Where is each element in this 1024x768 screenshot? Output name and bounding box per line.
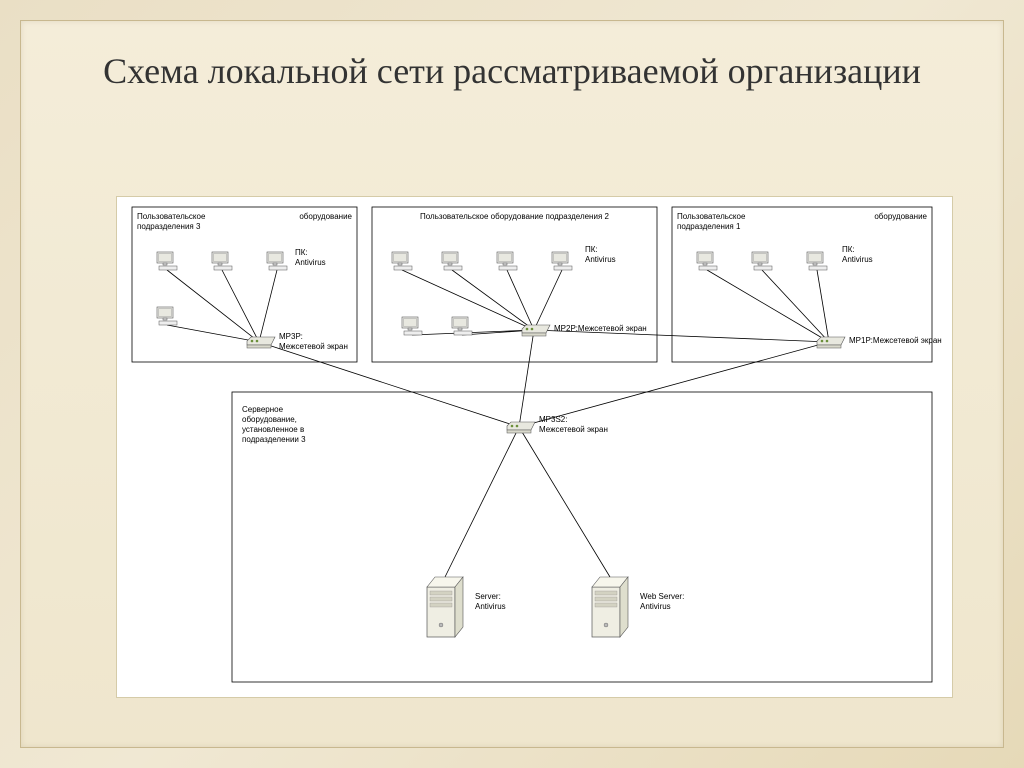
group-title: Серверноеоборудование,установленное впод… xyxy=(242,405,306,444)
group-title-left: Пользовательскоеподразделения 1 xyxy=(677,212,746,231)
router-label: МР1Р:Межсетевой экран xyxy=(849,336,942,345)
router-label: МР3Р:Межсетевой экран xyxy=(279,332,348,351)
edge xyxy=(259,342,519,427)
pc-icon xyxy=(442,252,462,270)
pc-icon xyxy=(402,317,422,335)
edge xyxy=(445,427,519,577)
group-title-right: оборудование xyxy=(299,212,352,221)
edge xyxy=(519,330,534,427)
slide-background: Схема локальной сети рассматриваемой орг… xyxy=(0,0,1024,768)
router-label: МР2Р:Межсетевой экран xyxy=(554,324,647,333)
group-title-right: оборудование xyxy=(874,212,927,221)
pc-icon xyxy=(807,252,827,270)
edge xyxy=(222,270,259,342)
pc-icon xyxy=(452,317,472,335)
edge xyxy=(519,427,610,577)
edge xyxy=(507,270,534,330)
pc-icon xyxy=(552,252,572,270)
pc-icon xyxy=(212,252,232,270)
pc-label: ПК:Antivirus xyxy=(842,245,873,264)
pcs xyxy=(157,252,827,335)
edge xyxy=(707,270,829,342)
servers xyxy=(427,577,628,637)
server-label: Server:Antivirus xyxy=(475,592,506,611)
edge xyxy=(259,270,277,342)
pc-icon xyxy=(697,252,717,270)
group-box-servers xyxy=(232,392,932,682)
pc-icon xyxy=(392,252,412,270)
edge xyxy=(167,270,259,342)
pc-icon xyxy=(267,252,287,270)
edge xyxy=(534,270,562,330)
router-icon xyxy=(507,422,535,433)
server-label: Web Server:Antivirus xyxy=(640,592,684,611)
group-title: Пользовательское оборудование подразделе… xyxy=(420,212,609,221)
network-diagram: Пользовательскоеподразделения 3 оборудова… xyxy=(116,196,953,698)
pc-label: ПК:Antivirus xyxy=(585,245,616,264)
router-icon xyxy=(522,325,550,336)
pc-icon xyxy=(752,252,772,270)
router-icon xyxy=(817,337,845,348)
server-icon xyxy=(592,577,628,637)
group-title-left: Пользовательскоеподразделения 3 xyxy=(137,212,206,231)
network-diagram-svg: Пользовательскоеподразделения 3 оборудова… xyxy=(117,197,952,697)
slide-panel: Схема локальной сети рассматриваемой орг… xyxy=(20,20,1004,748)
server-icon xyxy=(427,577,463,637)
pc-icon xyxy=(497,252,517,270)
router-label: МР3S2:Межсетевой экран xyxy=(539,415,608,434)
router-icon xyxy=(247,337,275,348)
slide-title: Схема локальной сети рассматриваемой орг… xyxy=(21,49,1003,94)
edge xyxy=(167,325,259,342)
group-box-dept2 xyxy=(372,207,657,362)
pc-icon xyxy=(157,252,177,270)
pc-label: ПК:Antivirus xyxy=(295,248,326,267)
pc-icon xyxy=(157,307,177,325)
